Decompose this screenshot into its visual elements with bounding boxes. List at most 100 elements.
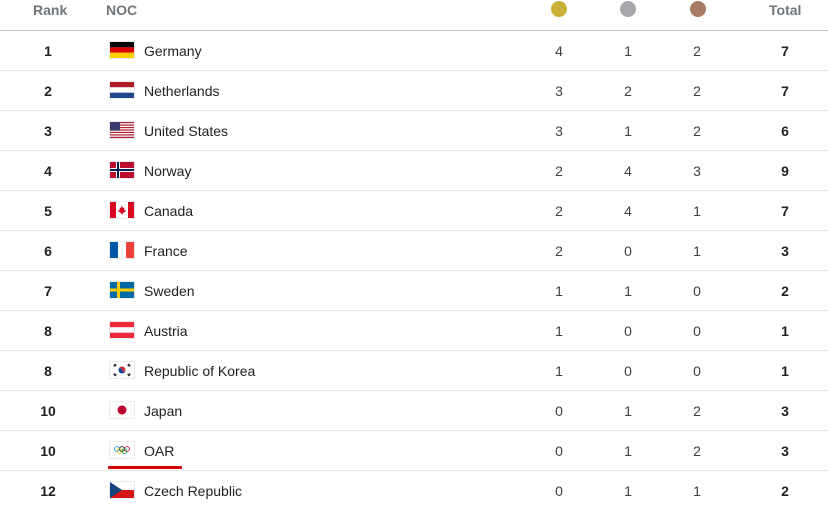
silver-count: 1 bbox=[624, 483, 632, 499]
silver-count: 0 bbox=[624, 243, 632, 259]
rank-header[interactable]: Rank bbox=[33, 2, 68, 18]
total-count: 7 bbox=[781, 203, 789, 219]
gold-count: 4 bbox=[555, 43, 563, 59]
table-row[interactable]: 5 Canada 2 4 1 7 bbox=[0, 191, 828, 231]
silver-count: 1 bbox=[624, 123, 632, 139]
gold-count: 0 bbox=[555, 443, 563, 459]
total-count: 7 bbox=[781, 43, 789, 59]
silver-count: 1 bbox=[624, 443, 632, 459]
bronze-count: 1 bbox=[693, 203, 701, 219]
country-name[interactable]: France bbox=[144, 243, 188, 259]
canada-flag-icon bbox=[110, 202, 134, 218]
gold-count: 3 bbox=[555, 123, 563, 139]
gold-medal-icon[interactable] bbox=[551, 1, 567, 17]
rank-cell: 7 bbox=[44, 283, 52, 299]
netherlands-flag-icon bbox=[110, 82, 134, 98]
rank-cell: 8 bbox=[44, 323, 52, 339]
country-name[interactable]: Japan bbox=[144, 403, 183, 419]
silver-count: 1 bbox=[624, 403, 632, 419]
rank-cell: 12 bbox=[40, 483, 56, 499]
table-row[interactable]: 1 Germany 4 1 2 7 bbox=[0, 31, 828, 71]
bronze-count: 0 bbox=[693, 323, 701, 339]
total-count: 9 bbox=[781, 163, 789, 179]
silver-count: 4 bbox=[624, 163, 632, 179]
rank-cell: 6 bbox=[44, 243, 52, 259]
japan-flag-icon bbox=[110, 402, 134, 418]
table-header: Rank NOC Total bbox=[0, 0, 828, 31]
silver-count: 0 bbox=[624, 323, 632, 339]
total-count: 3 bbox=[781, 403, 789, 419]
table-row[interactable]: 10 OAR 0 1 2 3 bbox=[0, 431, 828, 471]
gold-count: 0 bbox=[555, 483, 563, 499]
total-count: 6 bbox=[781, 123, 789, 139]
rank-cell: 10 bbox=[40, 403, 56, 419]
country-name[interactable]: Norway bbox=[144, 163, 192, 179]
rank-cell: 5 bbox=[44, 203, 52, 219]
silver-medal-icon[interactable] bbox=[620, 1, 636, 17]
country-name[interactable]: Austria bbox=[144, 323, 188, 339]
silver-count: 1 bbox=[624, 43, 632, 59]
total-count: 2 bbox=[781, 483, 789, 499]
bronze-count: 0 bbox=[693, 283, 701, 299]
germany-flag-icon bbox=[110, 42, 134, 58]
bronze-count: 2 bbox=[693, 123, 701, 139]
norway-flag-icon bbox=[110, 162, 134, 178]
austria-flag-icon bbox=[110, 322, 134, 338]
bronze-count: 1 bbox=[693, 483, 701, 499]
table-row[interactable]: 7 Sweden 1 1 0 2 bbox=[0, 271, 828, 311]
sweden-flag-icon bbox=[110, 282, 134, 298]
country-name[interactable]: Republic of Korea bbox=[144, 363, 256, 379]
rank-cell: 3 bbox=[44, 123, 52, 139]
bronze-count: 3 bbox=[693, 163, 701, 179]
france-flag-icon bbox=[110, 242, 134, 258]
country-name[interactable]: Germany bbox=[144, 43, 202, 59]
gold-count: 2 bbox=[555, 243, 563, 259]
gold-count: 1 bbox=[555, 323, 563, 339]
bronze-count: 0 bbox=[693, 363, 701, 379]
bronze-count: 2 bbox=[693, 83, 701, 99]
country-name[interactable]: Netherlands bbox=[144, 83, 220, 99]
total-count: 1 bbox=[781, 363, 789, 379]
total-count: 3 bbox=[781, 243, 789, 259]
table-row[interactable]: 10 Japan 0 1 2 3 bbox=[0, 391, 828, 431]
silver-count: 4 bbox=[624, 203, 632, 219]
table-row[interactable]: 6 France 2 0 1 3 bbox=[0, 231, 828, 271]
silver-count: 1 bbox=[624, 283, 632, 299]
total-header[interactable]: Total bbox=[769, 2, 802, 18]
total-count: 1 bbox=[781, 323, 789, 339]
rank-cell: 1 bbox=[44, 43, 52, 59]
gold-count: 2 bbox=[555, 163, 563, 179]
bronze-count: 2 bbox=[693, 403, 701, 419]
table-row[interactable]: 2 Netherlands 3 2 2 7 bbox=[0, 71, 828, 111]
noc-header[interactable]: NOC bbox=[106, 2, 138, 18]
total-count: 2 bbox=[781, 283, 789, 299]
total-count: 3 bbox=[781, 443, 789, 459]
table-row[interactable]: 12 Czech Republic 0 1 1 2 bbox=[0, 471, 828, 510]
selected-row-indicator bbox=[108, 466, 182, 469]
rank-cell: 10 bbox=[40, 443, 56, 459]
gold-count: 3 bbox=[555, 83, 563, 99]
country-name[interactable]: Canada bbox=[144, 203, 194, 219]
gold-count: 2 bbox=[555, 203, 563, 219]
silver-count: 0 bbox=[624, 363, 632, 379]
table-row[interactable]: 8 Austria 1 0 0 1 bbox=[0, 311, 828, 351]
czech-republic-flag-icon bbox=[110, 482, 134, 498]
gold-count: 1 bbox=[555, 283, 563, 299]
gold-count: 1 bbox=[555, 363, 563, 379]
olympic-rings-flag-icon bbox=[110, 442, 134, 458]
country-name[interactable]: United States bbox=[144, 123, 229, 139]
rank-cell: 2 bbox=[44, 83, 52, 99]
rank-cell: 4 bbox=[44, 163, 52, 179]
rank-cell: 8 bbox=[44, 363, 52, 379]
country-name[interactable]: Czech Republic bbox=[144, 483, 243, 499]
bronze-medal-icon[interactable] bbox=[690, 1, 706, 17]
country-name[interactable]: OAR bbox=[144, 443, 175, 459]
korea-flag-icon bbox=[110, 362, 134, 378]
table-row[interactable]: 8 Republic of Korea 1 0 0 1 bbox=[0, 351, 828, 391]
bronze-count: 2 bbox=[693, 443, 701, 459]
table-row[interactable]: 4 Norway 2 4 3 9 bbox=[0, 151, 828, 191]
table-row[interactable]: 3 United States 3 1 2 6 bbox=[0, 111, 828, 151]
country-name[interactable]: Sweden bbox=[144, 283, 195, 299]
bronze-count: 2 bbox=[693, 43, 701, 59]
